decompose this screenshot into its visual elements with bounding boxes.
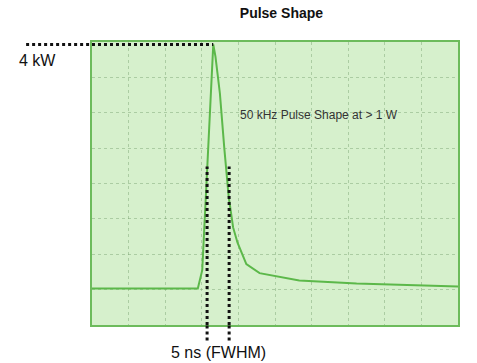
svg-text:Pulse Shape: Pulse Shape [240, 5, 323, 21]
svg-text:5 ns (FWHM): 5 ns (FWHM) [171, 344, 266, 361]
svg-text:4 kW: 4 kW [19, 52, 56, 69]
svg-text:50 kHz Pulse Shape at > 1 W: 50 kHz Pulse Shape at > 1 W [240, 108, 398, 122]
